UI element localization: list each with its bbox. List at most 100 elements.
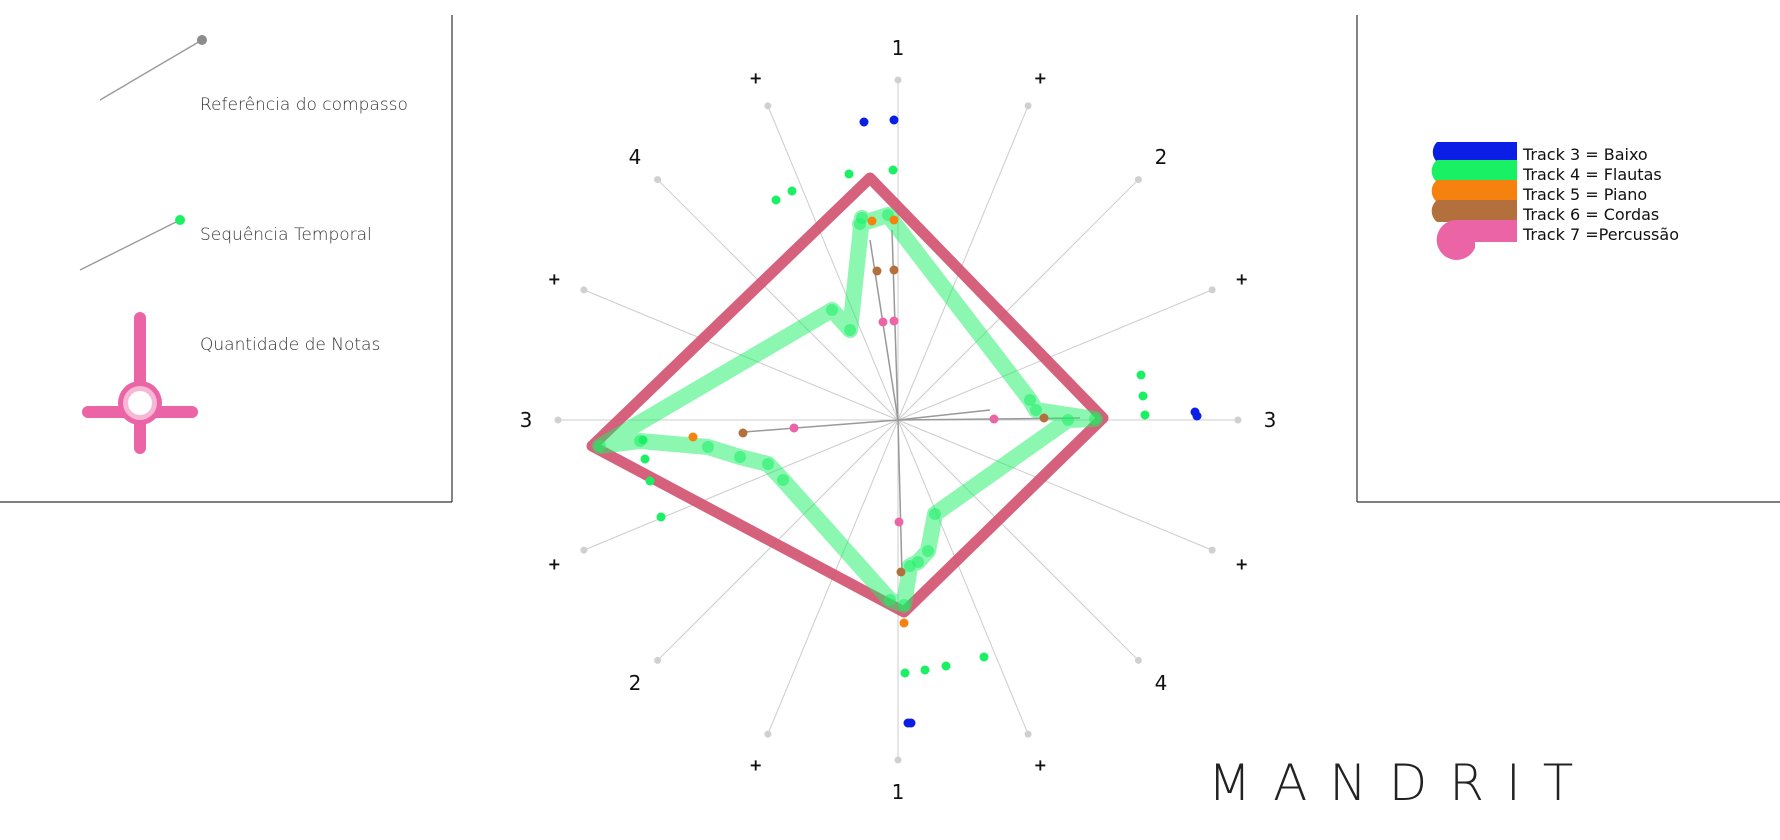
legend-panel: Referência do compasso Sequência Tempora…	[0, 15, 453, 503]
flute-path-node	[1024, 394, 1036, 406]
note-dot-percussao	[989, 414, 999, 424]
note-dot-percussao	[894, 517, 904, 527]
radar-spoke	[583, 419, 899, 551]
measure-ref-line	[897, 419, 903, 576]
track-label-cordas: Track 6 = Cordas	[1522, 205, 1659, 224]
axis-label-offbeat: +	[548, 270, 561, 289]
flute-path-node	[777, 474, 789, 486]
radar-spoke	[767, 105, 899, 421]
note-dot-baixo	[859, 117, 869, 127]
spoke-end-dot	[580, 546, 588, 554]
note-dot-flautas	[656, 512, 666, 522]
axis-label-beat: 2	[1155, 145, 1168, 169]
spoke-end-dot	[764, 102, 772, 110]
axis-label-offbeat: +	[548, 554, 561, 573]
spoke-end-dot	[1134, 176, 1142, 184]
note-dot-percussao	[789, 423, 799, 433]
note-dot-baixo	[1192, 411, 1202, 421]
note-dot-piano	[889, 215, 899, 225]
note-quantity-icon	[82, 312, 198, 454]
spoke-end-dot	[654, 656, 662, 664]
track-swatch-piano	[1431, 180, 1517, 202]
note-dot-flautas	[787, 186, 797, 196]
flute-path-node	[884, 594, 896, 606]
spoke-end-dot	[894, 756, 902, 764]
spoke-end-dot	[1234, 416, 1242, 424]
spoke-end-dot	[894, 76, 902, 84]
axis-label-beat: 3	[1264, 408, 1277, 432]
track-label-piano: Track 5 = Piano	[1522, 185, 1647, 204]
spoke-end-dot	[654, 176, 662, 184]
spoke-end-dot	[1208, 286, 1216, 294]
note-dot-flautas	[979, 652, 989, 662]
note-dot-flautas	[920, 665, 930, 675]
measure-ref-label: Referência do compasso	[200, 95, 408, 115]
radar-spoke	[897, 419, 1029, 735]
flute-path-node	[922, 545, 934, 557]
note-dot-cordas	[738, 428, 748, 438]
note-dot-flautas	[1140, 410, 1150, 420]
note-dots	[638, 115, 1202, 728]
note-dot-cordas	[872, 266, 882, 276]
note-dot-baixo	[906, 718, 916, 728]
note-dot-piano	[688, 432, 698, 442]
track-legend: Track 3 = Baixo Track 4 = Flautas Track …	[1431, 142, 1679, 260]
flute-path-node	[898, 599, 910, 611]
flute-path-node	[826, 304, 838, 316]
note-dot-flautas	[771, 195, 781, 205]
note-dot-piano	[867, 216, 877, 226]
spoke-end-dot	[764, 730, 772, 738]
flute-path-node	[844, 324, 856, 336]
radar-spoke	[897, 179, 1139, 421]
sequence-icon	[79, 215, 185, 271]
axis-label-beat: 1	[892, 36, 905, 60]
axis-label-offbeat: +	[1235, 554, 1248, 573]
note-dot-flautas	[941, 661, 951, 671]
note-dot-flautas	[888, 165, 898, 175]
sequence-label: Sequência Temporal	[200, 225, 372, 245]
flute-path	[592, 207, 1103, 613]
axis-label-beat: 4	[629, 145, 642, 169]
spoke-end-dot	[1024, 730, 1032, 738]
axis-label-offbeat: +	[749, 756, 762, 775]
flute-sequence-path	[592, 207, 1103, 613]
track-panel	[1356, 15, 1780, 503]
measure-ref-line	[743, 419, 899, 433]
axis-label-offbeat: +	[1034, 68, 1047, 87]
track-swatch-flautas	[1431, 160, 1517, 182]
axis-label-offbeat: +	[1235, 270, 1248, 289]
quantity-label: Quantidade de Notas	[200, 335, 380, 355]
axis-label-offbeat: +	[749, 68, 762, 87]
flute-path-node	[929, 508, 941, 520]
radar-axis-labels: 1 +2 +3 +4 +1 +2 +3 +4 +	[520, 36, 1277, 804]
radar-spoke	[897, 289, 1213, 421]
spoke-end-dot	[554, 416, 562, 424]
note-dot-percussao	[889, 316, 899, 326]
note-dot-percussao	[878, 317, 888, 327]
track-label-flautas: Track 4 = Flautas	[1522, 165, 1662, 184]
spoke-end-dot	[1208, 546, 1216, 554]
track-label-percussao: Track 7 =Percussão	[1522, 225, 1679, 244]
note-dot-flautas	[844, 169, 854, 179]
note-dot-flautas	[1136, 370, 1146, 380]
spoke-end-dot	[1134, 656, 1142, 664]
flute-path-node	[594, 440, 606, 452]
flute-path-node	[856, 212, 868, 224]
note-dot-flautas	[638, 435, 648, 445]
track-label-baixo: Track 3 = Baixo	[1522, 145, 1648, 164]
spoke-end-dot	[580, 286, 588, 294]
brand-logo: MANDRIT	[1208, 754, 1596, 812]
radar-spoke	[897, 105, 1029, 421]
flute-path-node	[1030, 404, 1042, 416]
flute-path-node	[734, 451, 746, 463]
spoke-end-dot	[1024, 102, 1032, 110]
measure-ref-line	[897, 409, 991, 421]
note-dot-baixo	[889, 115, 899, 125]
measure-ref-icon	[99, 35, 207, 101]
axis-label-beat: 2	[629, 671, 642, 695]
radar-spoke	[897, 419, 1213, 551]
track-swatch-baixo	[1432, 142, 1517, 162]
note-dot-cordas	[896, 567, 906, 577]
note-dot-cordas	[1039, 413, 1049, 423]
